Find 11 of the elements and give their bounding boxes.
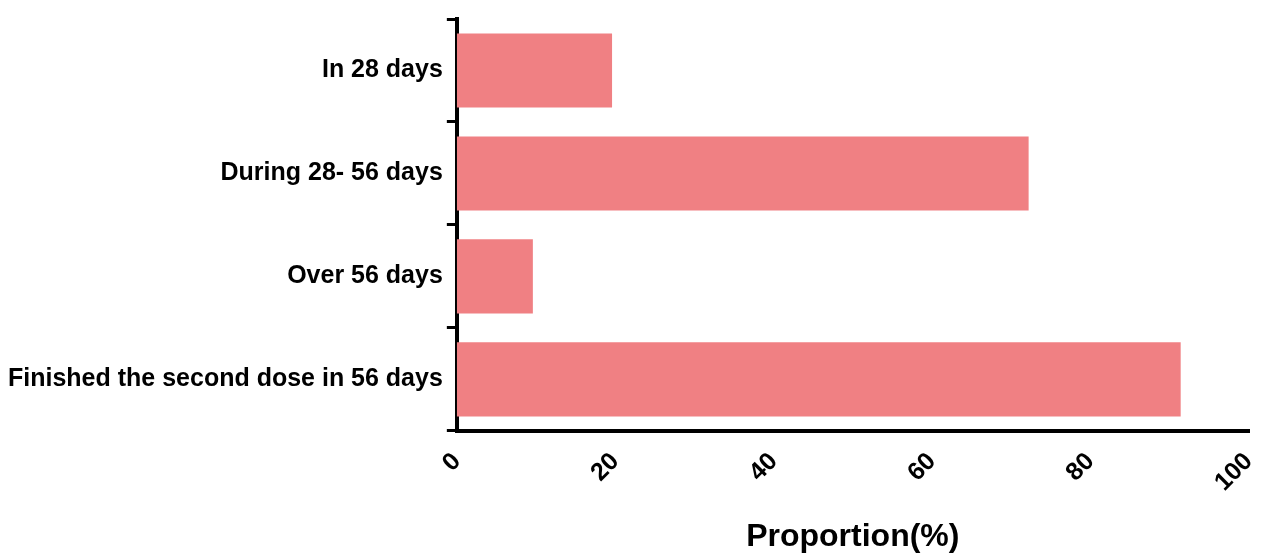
x-tick-label: 0 [435,446,466,476]
x-tick-label: 20 [584,446,624,486]
x-axis-title: Proportion(%) [746,516,960,553]
y-tick-label: During 28- 56 days [220,157,443,186]
x-tick-label: 60 [900,446,941,486]
y-tick-label: In 28 days [321,54,443,83]
y-tick-label: Finished the second dose in 56 days [8,363,443,392]
y-tick-label: Over 56 days [287,260,443,289]
x-tick-label: 40 [742,446,783,486]
x-tick-label: 80 [1059,446,1099,486]
x-tick-label: 100 [1207,446,1258,496]
